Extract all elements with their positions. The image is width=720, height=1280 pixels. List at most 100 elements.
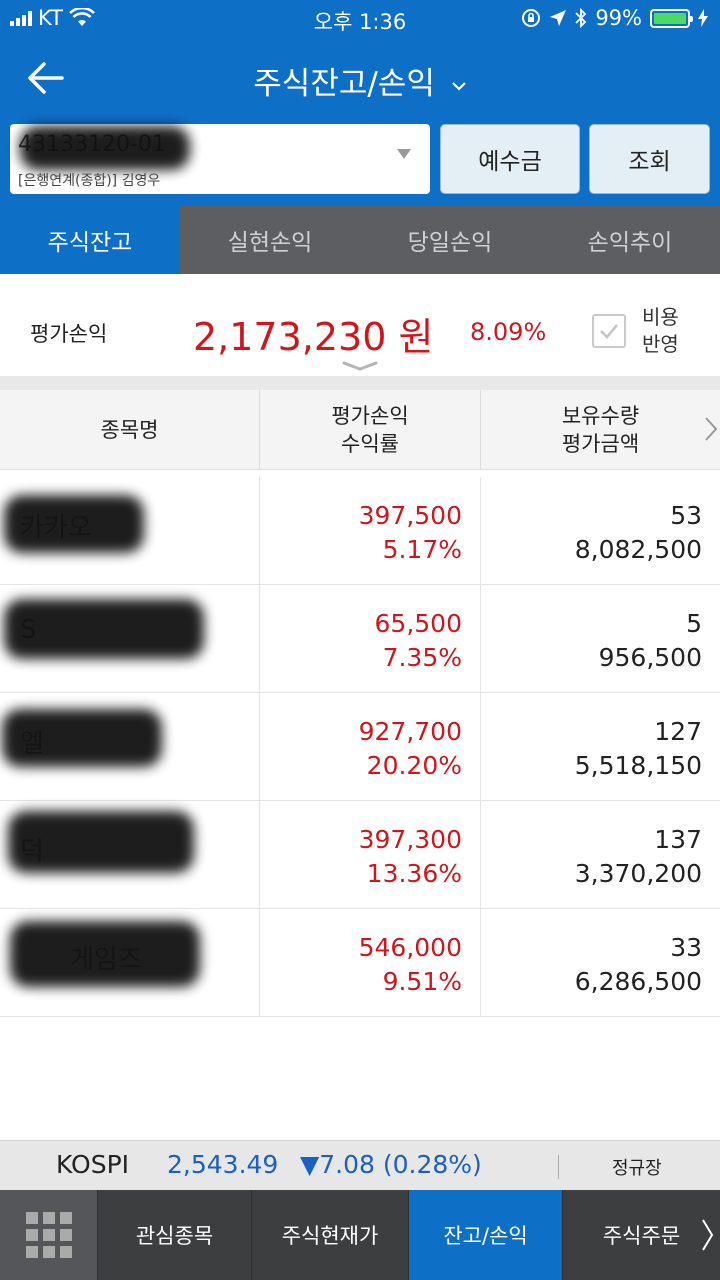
nav-current-price[interactable]: 주식현재가 (251, 1190, 408, 1280)
table-row[interactable]: 엘 927,700 20.20% 127 5,518,150 (0, 693, 720, 801)
table-header: 종목명 평가손익 수익률 보유수량 평가금액 (0, 390, 720, 470)
pl-amount: 397,500 (358, 501, 462, 530)
clock: 오후 1:36 (313, 10, 407, 34)
pl-rate: 13.36% (366, 859, 462, 888)
stock-name-cell: 카카오 (0, 477, 260, 584)
pl-cell: 927,700 20.20% (260, 693, 481, 800)
table-row[interactable]: 게임즈 546,000 9.51% 33 6,286,500 (0, 909, 720, 1017)
stock-name-cell: 덕 (0, 801, 260, 908)
chevron-right-icon[interactable] (704, 416, 718, 442)
index-divider (558, 1155, 559, 1179)
pl-cell: 546,000 9.51% (260, 909, 481, 1016)
charging-icon (698, 9, 708, 27)
tab-pl-trend[interactable]: 손익추이 (587, 230, 673, 256)
page-title-text: 주식잔고/손익 (253, 66, 435, 102)
pl-amount: 546,000 (358, 933, 462, 962)
pl-amount: 927,700 (358, 717, 462, 746)
pl-rate: 9.51% (382, 967, 462, 996)
header-name[interactable]: 종목명 (0, 390, 260, 470)
pl-summary: 평가손익 2,173,230 원 8.09% 비용 반영 (0, 288, 720, 376)
page-title[interactable]: 주식잔고/손익 (0, 58, 720, 103)
pl-amount: 397,300 (358, 825, 462, 854)
index-value: 2,543.49 (167, 1150, 279, 1179)
account-subtitle: [은행연계(종합)] 김영우 (18, 173, 161, 189)
chevron-right-icon[interactable] (700, 1218, 714, 1252)
holding-qty: 5 (686, 609, 702, 638)
redaction-mark (4, 495, 144, 553)
stock-name-cell: 게임즈 (0, 909, 260, 1016)
header-pl-line2: 수익률 (341, 432, 399, 456)
qty-cell: 137 3,370,200 (481, 801, 720, 908)
eval-amount: 3,370,200 (574, 859, 702, 888)
section-divider (0, 376, 720, 390)
qty-cell: 5 956,500 (481, 585, 720, 692)
tab-realized-pl[interactable]: 실현손익 (227, 230, 313, 256)
header-qty-line2: 평가금액 (561, 432, 640, 456)
holding-qty: 137 (654, 825, 702, 854)
location-icon (550, 10, 567, 26)
header-qty[interactable]: 보유수량 평가금액 (481, 390, 720, 470)
check-icon (600, 324, 618, 339)
holding-qty: 127 (654, 717, 702, 746)
eval-amount: 8,082,500 (574, 535, 702, 564)
back-arrow-icon[interactable] (22, 54, 70, 102)
query-button[interactable]: 조회 (589, 124, 710, 194)
nav-bar: 주식잔고/손익 (0, 40, 720, 120)
redaction-mark (8, 811, 194, 873)
index-change: ▼7.08 (0.28%) (300, 1150, 482, 1179)
market-session: 정규장 (612, 1158, 662, 1179)
market-index-bar[interactable]: KOSPI 2,543.49 ▼7.08 (0.28%) 정규장 (0, 1140, 720, 1190)
header-pl[interactable]: 평가손익 수익률 (260, 390, 481, 470)
index-name: KOSPI (56, 1150, 130, 1179)
holding-qty: 53 (670, 501, 702, 530)
collapse-handle-icon[interactable] (340, 360, 380, 372)
nav-balance-pl[interactable]: 잔고/손익 (408, 1190, 562, 1280)
signal-icon (10, 10, 32, 26)
cost-checkbox-label-line1: 비용 (642, 305, 679, 329)
redaction-mark (20, 126, 190, 170)
rotation-lock-icon (522, 9, 541, 27)
battery-icon (650, 8, 693, 28)
table-row[interactable]: 카카오 397,500 5.17% 53 8,082,500 (0, 477, 720, 585)
pl-amount: 65,500 (374, 609, 462, 638)
pl-rate: 7.35% (382, 643, 462, 672)
holding-qty: 33 (670, 933, 702, 962)
pl-cell: 397,300 13.36% (260, 801, 481, 908)
wifi-icon (69, 8, 95, 26)
cost-checkbox[interactable] (592, 314, 626, 348)
pl-rate: 20.20% (366, 751, 462, 780)
chevron-down-icon (451, 81, 466, 91)
holdings-list: 카카오 397,500 5.17% 53 8,082,500 S 65,500 … (0, 477, 720, 1017)
tab-bar: 주식잔고 실현손익 당일손익 손익추이 (0, 206, 720, 274)
menu-grid-button[interactable] (0, 1190, 97, 1280)
stock-name-cell: S (0, 585, 260, 692)
bluetooth-icon (575, 8, 587, 28)
deposit-button[interactable]: 예수금 (440, 124, 580, 194)
redaction-mark (4, 599, 204, 659)
summary-label: 평가손익 (30, 322, 108, 346)
status-bar: KT 오후 1:36 99% (0, 0, 720, 38)
battery-percent: 99% (595, 6, 642, 30)
cost-checkbox-label-line2: 반영 (642, 332, 679, 356)
tab-daily-pl[interactable]: 당일손익 (407, 230, 493, 256)
dropdown-triangle-icon (397, 149, 411, 159)
qty-cell: 127 5,518,150 (481, 693, 720, 800)
redaction-mark (2, 709, 162, 767)
carrier-label: KT (38, 6, 63, 30)
account-selector[interactable]: 43133120-01 [은행연계(종합)] 김영우 (10, 124, 430, 194)
table-row[interactable]: 덕 397,300 13.36% 137 3,370,200 (0, 801, 720, 909)
grid-icon (25, 1212, 72, 1258)
qty-cell: 53 8,082,500 (481, 477, 720, 584)
summary-percent: 8.09% (470, 318, 547, 346)
cost-checkbox-label: 비용 반영 (642, 304, 679, 358)
qty-cell: 33 6,286,500 (481, 909, 720, 1016)
table-row[interactable]: S 65,500 7.35% 5 956,500 (0, 585, 720, 693)
header-pl-line1: 평가손익 (331, 404, 409, 428)
nav-stock-order[interactable]: 주식주문 (562, 1190, 720, 1280)
tab-stock-balance[interactable]: 주식잔고 (0, 206, 180, 274)
eval-amount: 5,518,150 (574, 751, 702, 780)
nav-watchlist[interactable]: 관심종목 (97, 1190, 251, 1280)
bottom-nav: 관심종목 주식현재가 잔고/손익 주식주문 (0, 1190, 720, 1280)
eval-amount: 956,500 (598, 643, 702, 672)
header-qty-line1: 보유수량 (561, 404, 640, 428)
